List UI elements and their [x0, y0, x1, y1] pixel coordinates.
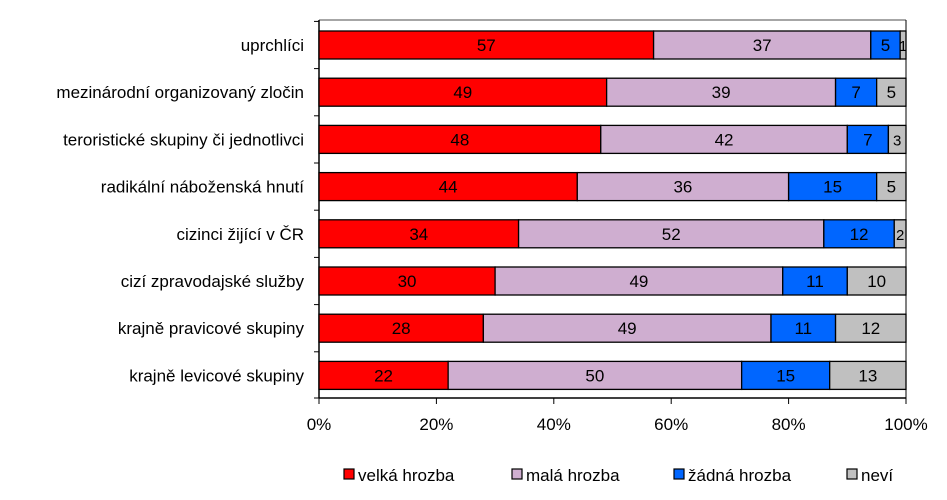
data-label: 39: [712, 83, 731, 102]
legend-label: neví: [861, 466, 893, 485]
legend-label: žádná hrozba: [688, 466, 792, 485]
legend-swatch: [511, 468, 523, 480]
data-label: 3: [893, 132, 901, 149]
bar-segment-velká-hrozba: [318, 266, 496, 296]
data-label: 7: [863, 130, 872, 149]
x-tick-label: 40%: [537, 415, 571, 434]
data-label: 28: [392, 319, 411, 338]
bar-segment-neví: [846, 266, 907, 296]
legend-item: velká hrozba: [343, 466, 455, 485]
bar-segment-velká-hrozba: [318, 171, 578, 202]
data-label: 1: [899, 38, 907, 55]
bar-segment-velká-hrozba: [318, 124, 602, 155]
category-label: teroristické skupiny či jednotlivci: [63, 130, 304, 149]
data-label: 12: [861, 319, 880, 338]
legend-item: malá hrozba: [511, 466, 620, 485]
legend-swatch: [343, 468, 355, 480]
data-label: 37: [753, 36, 772, 55]
data-label: 7: [851, 83, 860, 102]
category-label: cizinci žijící v ČR: [176, 225, 304, 244]
data-label: 12: [850, 225, 869, 244]
category-label: krajně pravicové skupiny: [118, 319, 305, 338]
data-label: 5: [881, 36, 890, 55]
category-label: mezinárodní organizovaný zločin: [56, 83, 304, 102]
data-label: 50: [585, 366, 604, 385]
data-label: 5: [887, 178, 896, 197]
category-label: radikální náboženská hnutí: [101, 178, 304, 197]
x-tick-label: 20%: [419, 415, 453, 434]
data-label: 36: [673, 178, 692, 197]
data-label: 2: [896, 227, 904, 244]
data-label: 15: [823, 178, 842, 197]
bar-segment-neví: [829, 360, 907, 391]
bar-segment-malá-hrozba: [605, 77, 837, 107]
x-tick-label: 80%: [772, 415, 806, 434]
data-label: 13: [858, 366, 877, 385]
category-label: krajně levicové skupiny: [129, 366, 304, 385]
bar-segment-malá-hrozba: [494, 266, 784, 296]
bar-segment-velká-hrozba: [318, 360, 449, 391]
legend-swatch: [846, 468, 858, 480]
data-label: 5: [887, 83, 896, 102]
bar-segment-velká-hrozba: [318, 77, 608, 107]
bar-segment-žádná-hrozba: [846, 124, 890, 155]
bar-segment-neví: [887, 124, 907, 155]
bar-segment-malá-hrozba: [652, 30, 872, 60]
data-label: 15: [776, 366, 795, 385]
data-label: 49: [453, 83, 472, 102]
data-label: 57: [477, 36, 496, 55]
bar-segment-velká-hrozba: [318, 313, 485, 343]
bar-segment-malá-hrozba: [600, 124, 848, 155]
bar-segment-neví: [876, 171, 907, 202]
data-label: 10: [867, 272, 886, 291]
data-label: 49: [618, 319, 637, 338]
bar-segment-žádná-hrozba: [740, 360, 831, 391]
bar-segment-neví: [834, 313, 907, 343]
bar-segment-neví: [876, 77, 907, 107]
x-tick-label: 60%: [654, 415, 688, 434]
bar-segment-malá-hrozba: [482, 313, 772, 343]
data-label: 48: [450, 130, 469, 149]
data-label: 52: [662, 225, 681, 244]
bar-segment-žádná-hrozba: [787, 171, 878, 202]
legend-item: neví: [846, 466, 893, 485]
bar-segment-žádná-hrozba: [782, 266, 848, 296]
category-label: cizí zpravodajské služby: [121, 272, 305, 291]
data-label: 49: [629, 272, 648, 291]
x-tick-label: 0%: [307, 415, 332, 434]
legend-swatch: [673, 468, 685, 480]
category-label: uprchlíci: [241, 36, 304, 55]
legend-item: žádná hrozba: [673, 466, 792, 485]
data-label: 34: [409, 225, 428, 244]
x-tick-label: 100%: [884, 415, 927, 434]
bar-segment-žádná-hrozba: [834, 77, 878, 107]
bar-segment-neví: [893, 219, 907, 249]
bar-segment-neví: [899, 30, 907, 60]
legend-label: malá hrozba: [526, 466, 620, 485]
legend-label: velká hrozba: [358, 466, 455, 485]
data-label: 30: [398, 272, 417, 291]
data-label: 22: [374, 366, 393, 385]
data-label: 11: [794, 319, 812, 338]
bar-segment-malá-hrozba: [447, 360, 743, 391]
data-label: 44: [439, 178, 458, 197]
bar-segment-velká-hrozba: [318, 219, 520, 249]
bar-segment-malá-hrozba: [517, 219, 825, 249]
data-label: 11: [806, 272, 824, 291]
data-label: 42: [715, 130, 734, 149]
